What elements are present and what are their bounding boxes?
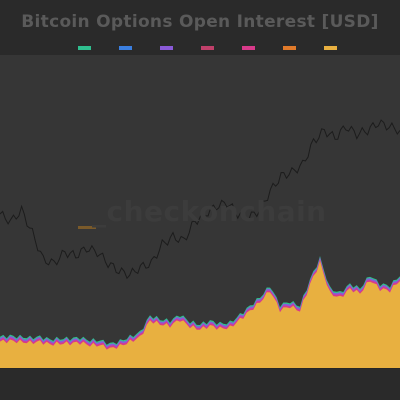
legend-swatch-price: [78, 226, 96, 229]
legend-swatch: [201, 46, 214, 50]
chart-title: Bitcoin Options Open Interest [USD]: [21, 12, 379, 32]
legend-swatch: [78, 46, 91, 50]
oi-area-main: [0, 260, 400, 368]
legend-swatch: [119, 46, 132, 50]
legend-swatch: [242, 46, 255, 50]
legend-swatch: [283, 46, 296, 50]
watermark: _checkonchain: [92, 195, 327, 228]
legend: [0, 44, 400, 54]
legend-swatch: [324, 46, 337, 50]
price-line: [0, 119, 400, 280]
legend-swatch: [160, 46, 173, 50]
